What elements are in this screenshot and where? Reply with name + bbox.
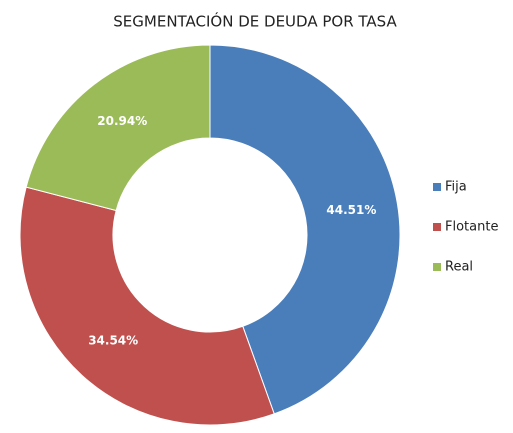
- chart-title: SEGMENTACIÓN DE DEUDA POR TASA: [113, 12, 397, 31]
- donut-slice: [19, 186, 275, 426]
- data-label: 20.94%: [97, 114, 147, 128]
- donut-slice: [25, 44, 211, 212]
- legend-swatch: [433, 263, 441, 271]
- donut-slice: [209, 44, 401, 415]
- legend-label: Flotante: [445, 220, 498, 235]
- legend-label: Fija: [445, 180, 467, 195]
- data-label: 44.51%: [326, 203, 376, 217]
- legend-swatch: [433, 183, 441, 191]
- legend-label: Real: [445, 260, 473, 275]
- data-label: 34.54%: [88, 333, 138, 347]
- legend-swatch: [433, 223, 441, 231]
